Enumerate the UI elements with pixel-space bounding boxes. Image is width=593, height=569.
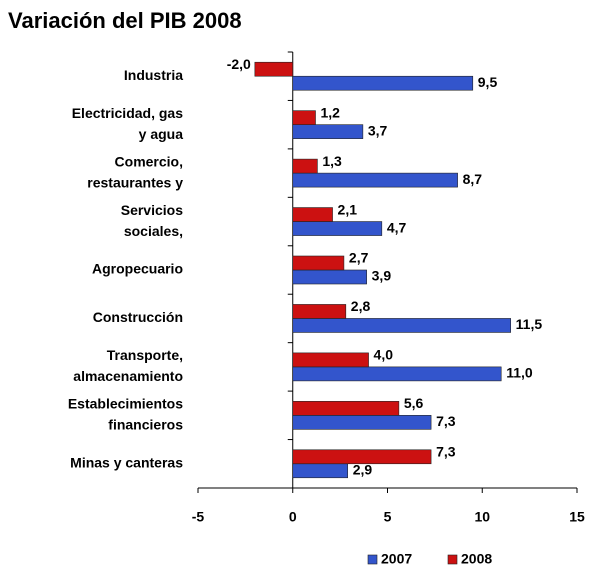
bar <box>292 449 432 465</box>
value-label: -2,0 <box>227 56 251 72</box>
category-label: Minas y canteras <box>70 454 183 470</box>
bar <box>254 61 294 77</box>
x-tick-label: 5 <box>384 509 392 525</box>
category-label: Servicios <box>121 202 183 218</box>
bar <box>292 110 316 125</box>
category-label: almacenamiento <box>73 368 183 384</box>
value-label: 11,0 <box>506 365 533 381</box>
legend-label: 2008 <box>461 551 492 567</box>
x-tick-label: 0 <box>289 509 297 525</box>
category-label: Industria <box>124 67 183 83</box>
value-label: 11,5 <box>516 316 543 332</box>
value-label: 5,6 <box>404 395 424 411</box>
bar <box>292 255 345 271</box>
bar <box>292 124 364 139</box>
legend-swatch <box>367 554 378 565</box>
category-label: Electricidad, gas <box>72 105 183 121</box>
category-label: sociales, <box>124 223 183 239</box>
category-label: Transporte, <box>107 347 183 363</box>
value-label: 8,7 <box>463 171 483 187</box>
category-label: Comercio, <box>115 153 183 169</box>
value-label: 2,1 <box>338 201 358 217</box>
x-tick-label: 15 <box>569 509 585 525</box>
value-label: 4,0 <box>374 347 394 363</box>
bar <box>292 352 369 368</box>
bar <box>292 172 458 188</box>
value-label: 7,3 <box>436 413 456 429</box>
legend-label: 2007 <box>381 551 412 567</box>
value-label: 4,7 <box>387 219 407 235</box>
category-label: Establecimientos <box>68 396 183 412</box>
bar <box>292 158 318 174</box>
bar <box>292 401 400 416</box>
x-tick-label: 10 <box>474 509 490 525</box>
bar <box>292 207 333 222</box>
bar <box>292 318 511 333</box>
value-label: 1,3 <box>322 153 342 169</box>
bar <box>292 75 474 91</box>
bar <box>292 269 367 285</box>
legend-swatch <box>447 554 458 565</box>
value-label: 2,8 <box>351 298 371 314</box>
value-label: 9,5 <box>478 74 498 90</box>
bar <box>292 366 502 382</box>
value-label: 7,3 <box>436 443 456 459</box>
value-label: 2,7 <box>349 250 369 266</box>
value-label: 2,9 <box>353 461 373 477</box>
category-label: Construcción <box>93 309 183 325</box>
category-label: restaurantes y <box>87 174 183 190</box>
value-label: 3,9 <box>372 268 392 284</box>
category-label: financieros <box>108 417 183 433</box>
category-label: Agropecuario <box>92 261 183 277</box>
chart-title: Variación del PIB 2008 <box>8 8 242 33</box>
value-label: 1,2 <box>320 104 340 120</box>
category-label: y agua <box>139 126 184 142</box>
bar <box>292 221 383 236</box>
bar <box>292 415 432 430</box>
value-label: 3,7 <box>368 122 388 138</box>
x-tick-label: -5 <box>192 509 205 525</box>
bar <box>292 304 347 319</box>
bar <box>292 463 349 479</box>
